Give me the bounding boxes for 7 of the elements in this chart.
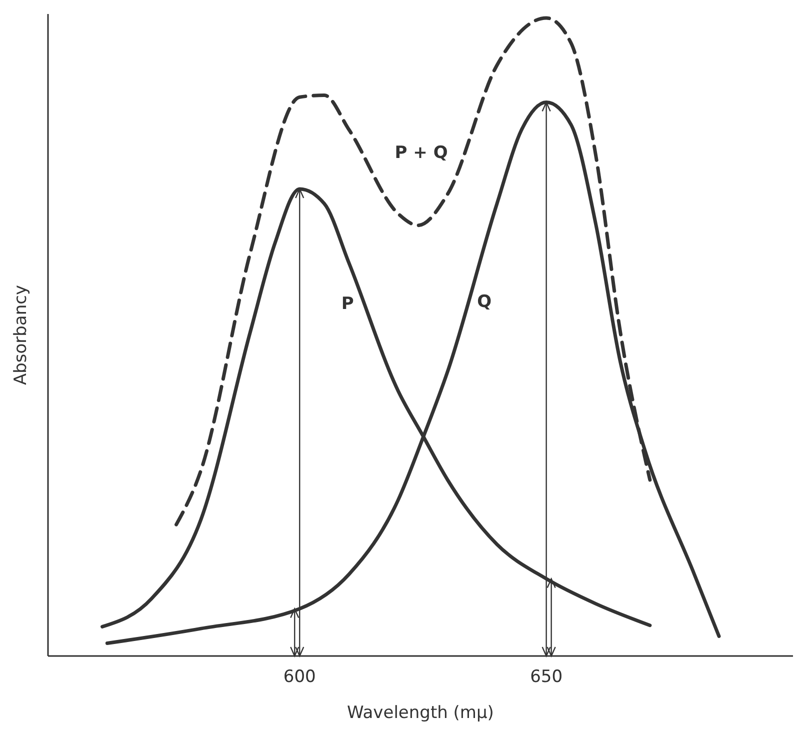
- x-tick-label: 650: [530, 667, 563, 687]
- x-tick-label: 600: [283, 667, 316, 687]
- series-label: Q: [477, 292, 492, 312]
- y-axis-title: Absorbancy: [11, 284, 31, 386]
- series-label: P: [341, 294, 354, 314]
- series-label: P + Q: [394, 143, 448, 163]
- x-axis-title: Wavelength (mμ): [347, 703, 494, 723]
